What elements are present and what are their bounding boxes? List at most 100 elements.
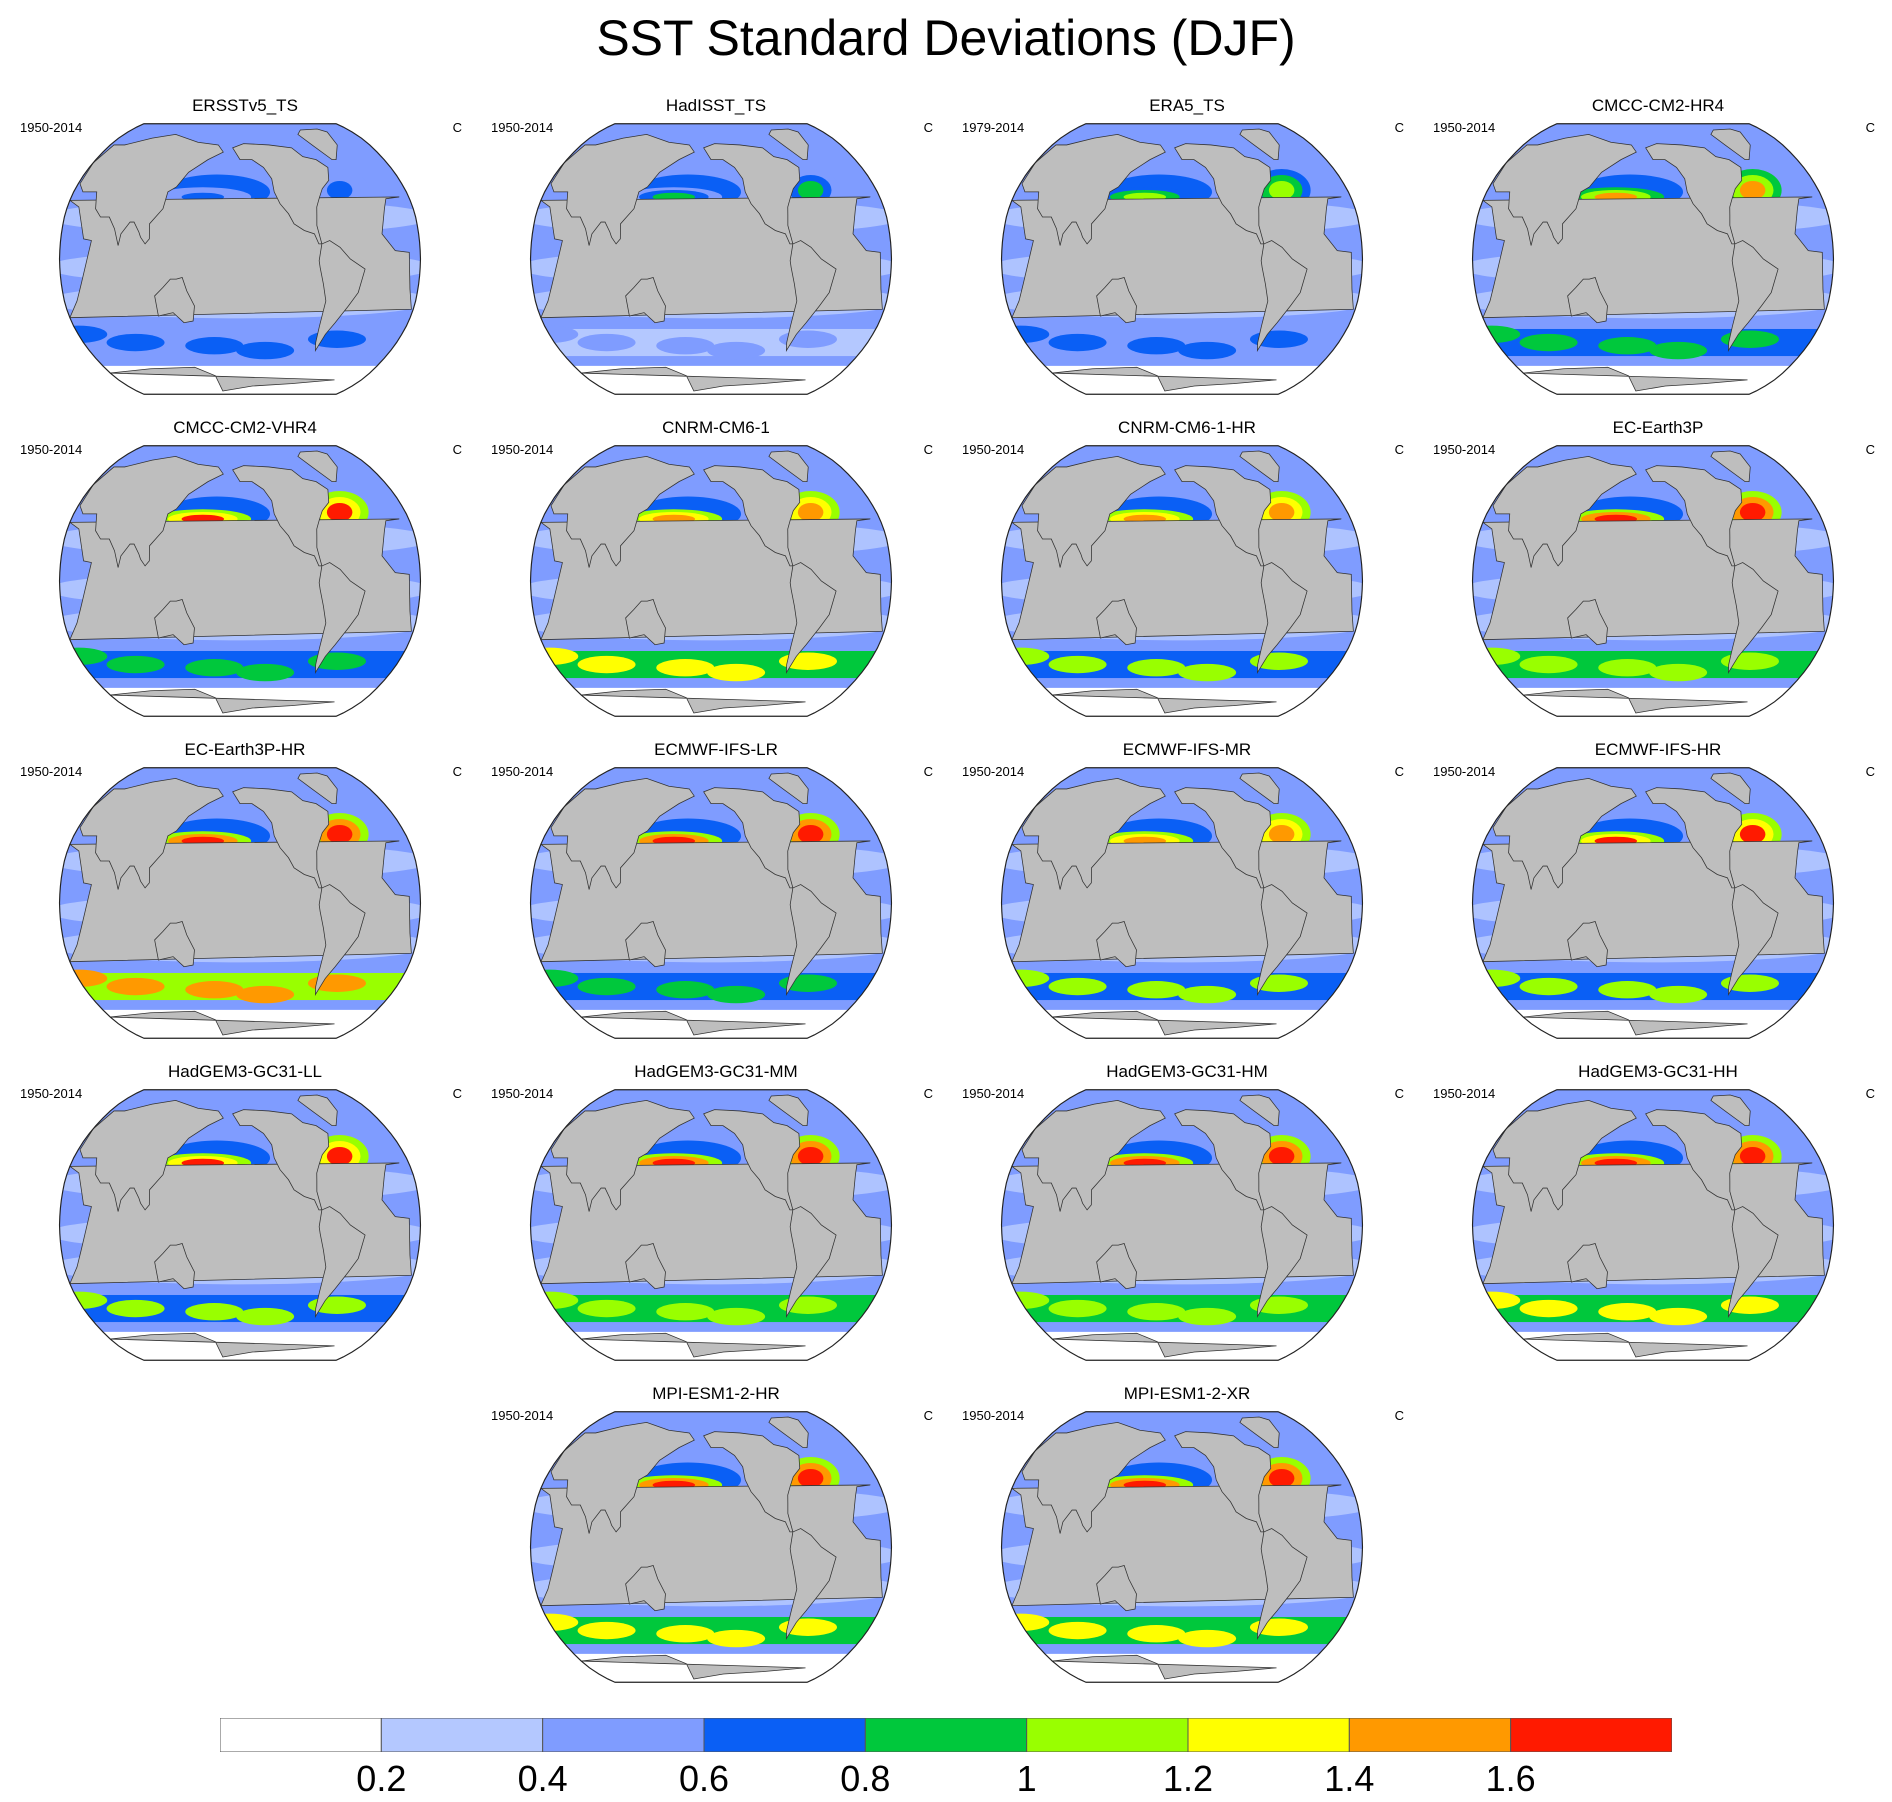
map-panel: HadGEM3-GC31-HH 1950-2014 C	[1423, 1062, 1892, 1367]
southern-ocean-maximum	[1048, 655, 1107, 674]
land-mass	[1096, 276, 1137, 324]
southern-ocean-maximum	[656, 1303, 715, 1321]
map-outline	[58, 1089, 422, 1361]
colorbar-tick-label: 1.2	[1162, 1758, 1214, 1799]
land-mass	[154, 1242, 195, 1290]
land-mass	[1727, 1206, 1779, 1319]
southern-ocean-maximum	[1519, 977, 1578, 996]
southern-ocean-maximum	[1127, 1303, 1186, 1321]
gulf-stream-maximum	[326, 824, 353, 844]
panel-title: HadGEM3-GC31-HH	[1578, 1062, 1738, 1081]
gulf-stream-maximum	[326, 180, 353, 200]
land-mass	[79, 777, 224, 890]
southern-ocean-maximum	[1178, 1307, 1237, 1326]
colorbar-tick-label: 0.2	[356, 1758, 407, 1799]
panel-title: CMCC-CM2-HR4	[1591, 96, 1725, 115]
land-mass	[550, 1421, 695, 1534]
map-panel: HadISST_TS 1950-2014 C	[481, 96, 951, 401]
land-mass	[1727, 240, 1779, 353]
southern-ocean-maximum	[577, 1621, 636, 1640]
land-mass	[314, 240, 366, 353]
panel-units: C	[452, 120, 462, 135]
panel-units: C	[452, 1086, 462, 1101]
land-mass	[1174, 787, 1272, 889]
southern-ocean-maximum	[707, 341, 766, 360]
southern-ocean-maximum	[1127, 337, 1186, 355]
land-mass	[1492, 455, 1637, 568]
southern-ocean-maximum	[1178, 663, 1237, 682]
panel-title: HadISST_TS	[665, 96, 767, 115]
southern-ocean-maximum	[1048, 977, 1107, 996]
sst-map	[529, 445, 893, 717]
map-outline	[1000, 445, 1364, 717]
land-mass	[1096, 1564, 1137, 1612]
southern-ocean-maximum	[1598, 337, 1657, 355]
panel-period: 1950-2014	[962, 1086, 1025, 1101]
panel-title: CNRM-CM6-1	[662, 418, 770, 437]
land-mass	[1256, 562, 1308, 675]
land-mass	[550, 1099, 695, 1212]
southern-ocean-maximum	[185, 659, 244, 677]
sst-map	[1471, 123, 1835, 395]
land-mass	[1256, 1528, 1308, 1641]
sst-map	[1000, 767, 1364, 1039]
land-mass	[297, 1094, 338, 1127]
land-mass	[297, 128, 338, 161]
southern-ocean-maximum	[1649, 663, 1708, 682]
map-outline	[1000, 1411, 1364, 1683]
panel-period: 1950-2014	[1433, 120, 1496, 135]
panel-title: HadGEM3-GC31-HM	[1106, 1062, 1268, 1081]
panel-title: HadGEM3-GC31-MM	[634, 1062, 798, 1081]
colorbar-tick-label: 1	[1016, 1758, 1037, 1799]
southern-ocean-maximum	[1178, 1629, 1237, 1648]
panel-title: MPI-ESM1-2-HR	[652, 1384, 780, 1403]
map-outline	[58, 767, 422, 1039]
map-outline	[58, 123, 422, 395]
panel-units: C	[1394, 764, 1404, 779]
panel-title: ECMWF-IFS-LR	[654, 740, 778, 759]
panel-period: 1950-2014	[20, 764, 83, 779]
land-mass	[785, 240, 837, 353]
southern-ocean-maximum	[1127, 1625, 1186, 1643]
gulf-stream-maximum	[1739, 824, 1766, 844]
southern-ocean-maximum	[656, 659, 715, 677]
land-mass	[297, 450, 338, 483]
southern-ocean-maximum	[236, 1307, 295, 1326]
southern-ocean-maximum	[577, 977, 636, 996]
gulf-stream-maximum	[326, 1146, 353, 1166]
land-mass	[1645, 787, 1743, 889]
land-mass	[703, 465, 801, 567]
panel-period: 1950-2014	[20, 1086, 83, 1101]
land-mass	[550, 777, 695, 890]
southern-ocean-maximum	[656, 1625, 715, 1643]
panel-units: C	[1394, 1408, 1404, 1423]
panel-title: EC-Earth3P	[1612, 418, 1704, 437]
land-mass	[314, 1206, 366, 1319]
sst-map	[529, 1411, 893, 1683]
panel-units: C	[1865, 1086, 1875, 1101]
colorbar-tick-label: 0.4	[517, 1758, 568, 1799]
colorbar-bin	[220, 1718, 382, 1752]
land-mass	[1021, 777, 1166, 890]
southern-ocean-maximum	[656, 981, 715, 999]
land-mass	[1096, 920, 1137, 968]
map-panel: HadGEM3-GC31-HM 1950-2014 C	[952, 1062, 1422, 1367]
panel-title: HadGEM3-GC31-LL	[167, 1062, 322, 1081]
map-outline	[1000, 1089, 1364, 1361]
southern-ocean-maximum	[1178, 341, 1237, 360]
panel-units: C	[1394, 120, 1404, 135]
sst-map	[529, 767, 893, 1039]
panel-period: 1950-2014	[1433, 764, 1496, 779]
land-mass	[1021, 133, 1166, 246]
southern-ocean-maximum	[1649, 341, 1708, 360]
gulf-stream-maximum	[797, 1468, 824, 1488]
map-outline	[529, 445, 893, 717]
land-mass	[785, 1206, 837, 1319]
sst-map	[529, 1089, 893, 1361]
southern-ocean-maximum	[106, 333, 165, 352]
sst-map	[1471, 445, 1835, 717]
gulf-stream-maximum	[797, 502, 824, 522]
gulf-stream-maximum	[797, 1146, 824, 1166]
map-panel: CNRM-CM6-1-HR 1950-2014 C	[952, 418, 1422, 723]
southern-ocean-maximum	[577, 333, 636, 352]
